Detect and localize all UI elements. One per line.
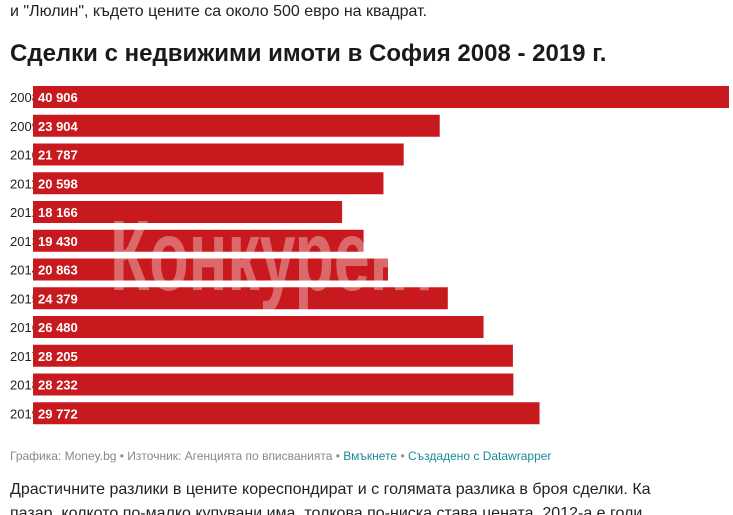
category-label: 2018 (10, 378, 39, 393)
bar-value-label: 28 205 (38, 349, 78, 364)
bar-value-label: 40 906 (38, 90, 78, 105)
category-label: 2016 (10, 320, 39, 335)
category-label: 2013 (10, 234, 39, 249)
footer-source: Източник: Агенцията по вписванията (127, 449, 333, 463)
bar-value-label: 21 787 (38, 148, 78, 163)
bar-value-label: 28 232 (38, 378, 78, 393)
bar-value-label: 18 166 (38, 205, 78, 220)
category-label: 2017 (10, 349, 39, 364)
bar-value-label: 29 772 (38, 406, 78, 421)
bar-value-label: 20 598 (38, 176, 78, 191)
watermark: Конкурент (110, 200, 440, 312)
footer-separator: • (116, 449, 128, 463)
bar (33, 143, 404, 166)
bar-value-label: 19 430 (38, 234, 78, 249)
bar (33, 201, 343, 223)
bar (33, 316, 484, 338)
bar (33, 258, 388, 281)
bar-value-label: 24 379 (38, 291, 78, 306)
bar-value-label: 20 863 (38, 263, 78, 278)
embed-link[interactable]: Вмъкнете (343, 449, 398, 463)
chart-title: Сделки с недвижими имоти в София 2008 - … (10, 40, 607, 67)
bar (33, 114, 440, 137)
category-label: 2009 (10, 119, 39, 134)
bar (33, 373, 514, 396)
datawrapper-link[interactable]: Създадено с Datawrapper (407, 449, 552, 463)
article-bottom-line: пазар, колкото по-малко купувани има, то… (10, 505, 643, 515)
bar (33, 172, 384, 195)
bar (33, 229, 364, 252)
bar-value-label: 26 480 (38, 320, 78, 335)
category-label: 2015 (10, 291, 39, 306)
bar-value-label: 23 904 (38, 119, 79, 134)
category-label: 2011 (10, 176, 38, 191)
footer-credit: Графика: Money.bg (10, 449, 117, 463)
category-label: 2019 (10, 406, 39, 421)
bar (33, 86, 729, 108)
chart-footer: Графика: Money.bg • Източник: Агенцията … (10, 449, 551, 463)
bar (33, 287, 448, 310)
article-bottom-line: Драстичните разлики в цените кореспондир… (10, 481, 651, 498)
bar (33, 344, 513, 367)
bar (33, 402, 540, 425)
category-label: 2012 (10, 205, 39, 220)
category-label: 2008 (10, 90, 39, 105)
footer-separator: • (397, 449, 408, 463)
footer-separator: • (332, 449, 344, 463)
category-label: 2014 (10, 263, 39, 278)
article-top-line: и "Люлин", където цените са около 500 ев… (10, 3, 428, 20)
category-label: 2010 (10, 148, 39, 163)
